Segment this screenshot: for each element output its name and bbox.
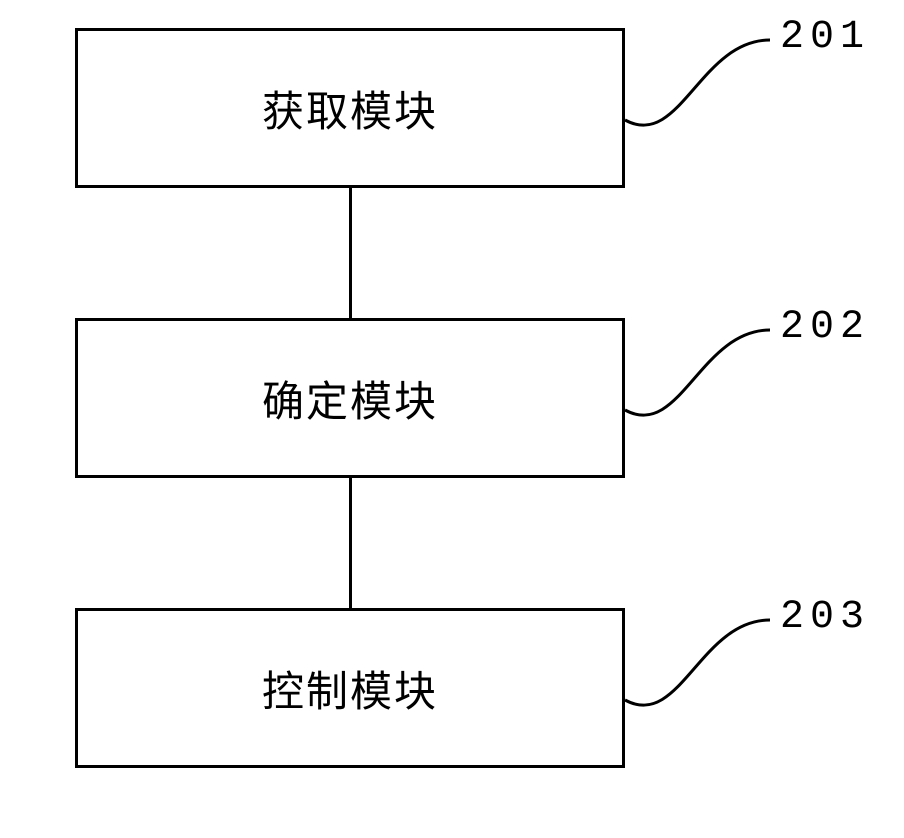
diagram-canvas: 获取模块 确定模块 控制模块 201 202 203 xyxy=(0,0,904,838)
ref-label-203: 203 xyxy=(780,595,870,640)
ref-curve-203 xyxy=(0,0,904,838)
